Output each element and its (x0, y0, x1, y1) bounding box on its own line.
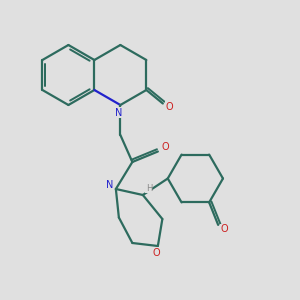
Text: O: O (161, 142, 169, 152)
Text: O: O (221, 224, 229, 234)
Text: N: N (115, 107, 122, 118)
Text: H: H (146, 184, 152, 193)
Text: N: N (106, 180, 113, 190)
Text: O: O (152, 248, 160, 258)
Text: O: O (166, 101, 173, 112)
